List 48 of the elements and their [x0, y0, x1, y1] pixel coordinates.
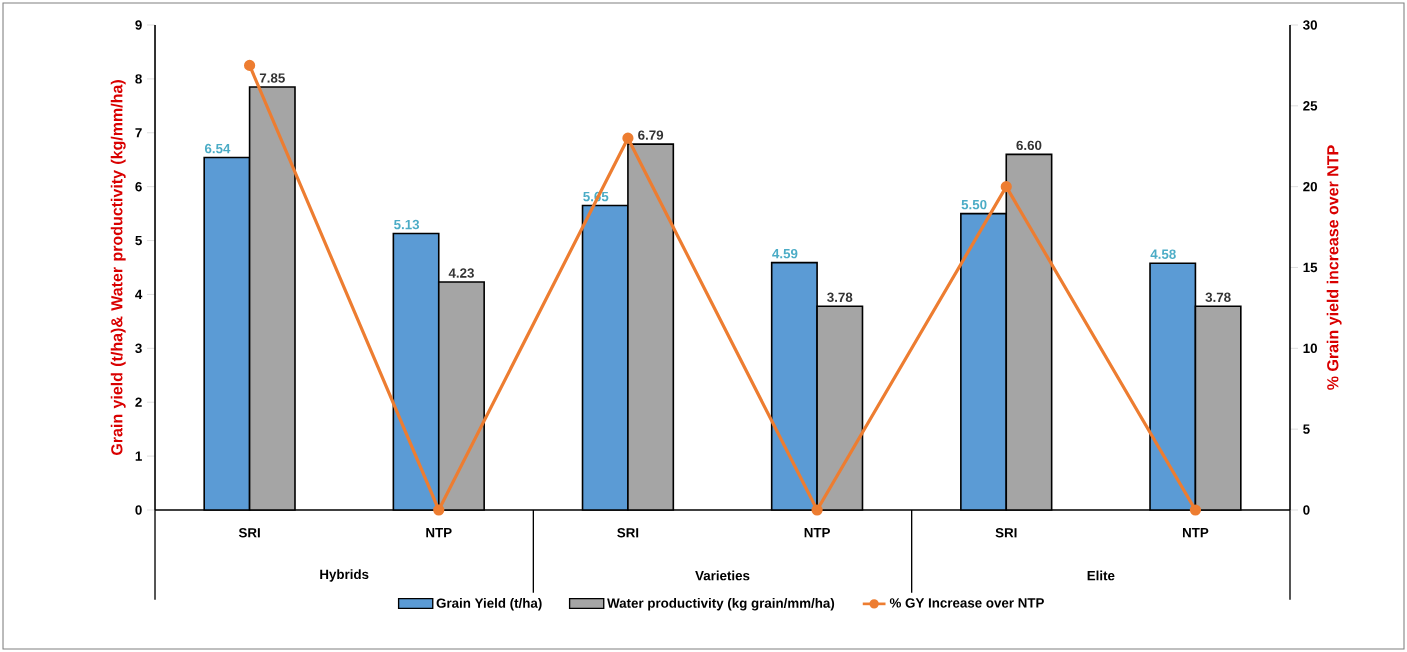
- x-tick-label: NTP: [1182, 528, 1209, 538]
- y-axis-title: Grain yield (t/ha)& Water productivity (kg/mm/ha): [110, 80, 126, 456]
- y2-axis-title: % Grain yield increase over NTP: [1326, 145, 1342, 390]
- x-tick-label: SRI: [995, 528, 1017, 538]
- data-label: 6.60: [1016, 140, 1042, 151]
- y2-tick-label: 5: [1303, 424, 1310, 434]
- legend-label: Water productivity (kg grain/mm/ha): [607, 598, 835, 611]
- y-tick-label: 2: [135, 397, 142, 407]
- y2-tick-label: 25: [1303, 101, 1318, 111]
- y2-tick-label: 10: [1303, 343, 1318, 354]
- x-tick-label: SRI: [617, 528, 639, 538]
- point: [244, 59, 256, 72]
- point: [1189, 504, 1202, 516]
- text: Varieties: [695, 570, 750, 581]
- legend-label: Grain Yield (t/ha): [436, 598, 542, 611]
- point: [811, 504, 823, 516]
- data-label: 7.85: [259, 73, 285, 83]
- y-tick-label: 4: [135, 289, 143, 300]
- y-tick-label: 3: [135, 343, 142, 354]
- point: [1000, 181, 1012, 193]
- data-label: 6.79: [638, 130, 664, 140]
- data-label: 4.59: [772, 248, 798, 259]
- y2-tick-label: 20: [1303, 181, 1318, 192]
- data-label: 3.78: [1205, 292, 1231, 303]
- data-label: 3.78: [827, 292, 853, 303]
- data-label: 5.50: [961, 199, 987, 210]
- y-tick-label: 7: [135, 128, 142, 138]
- data-label: 6.54: [204, 143, 231, 154]
- point: [433, 504, 445, 516]
- y2-tick-label: 30: [1303, 20, 1318, 30]
- data-label: 5.13: [394, 219, 420, 230]
- point: [622, 132, 634, 144]
- y2-tick-label: 15: [1303, 262, 1318, 273]
- text: Hybrids: [320, 569, 369, 582]
- x-tick-label: SRI: [238, 528, 260, 538]
- y-tick-label: 6: [135, 181, 142, 192]
- x-tick-label: NTP: [426, 528, 452, 538]
- y-tick-label: 5: [135, 235, 142, 246]
- y-tick-label: 8: [135, 74, 142, 84]
- y-tick-label: 1: [135, 451, 142, 461]
- legend-label: % GY Increase over NTP: [889, 598, 1044, 608]
- y-tick-label: 9: [135, 20, 142, 30]
- y-tick-label: 0: [135, 505, 142, 515]
- text: Elite: [1087, 570, 1115, 581]
- data-label: 4.23: [448, 268, 474, 278]
- x-tick-label: NTP: [804, 528, 830, 538]
- y2-tick-label: 0: [1303, 505, 1310, 515]
- data-label: 4.58: [1150, 249, 1176, 259]
